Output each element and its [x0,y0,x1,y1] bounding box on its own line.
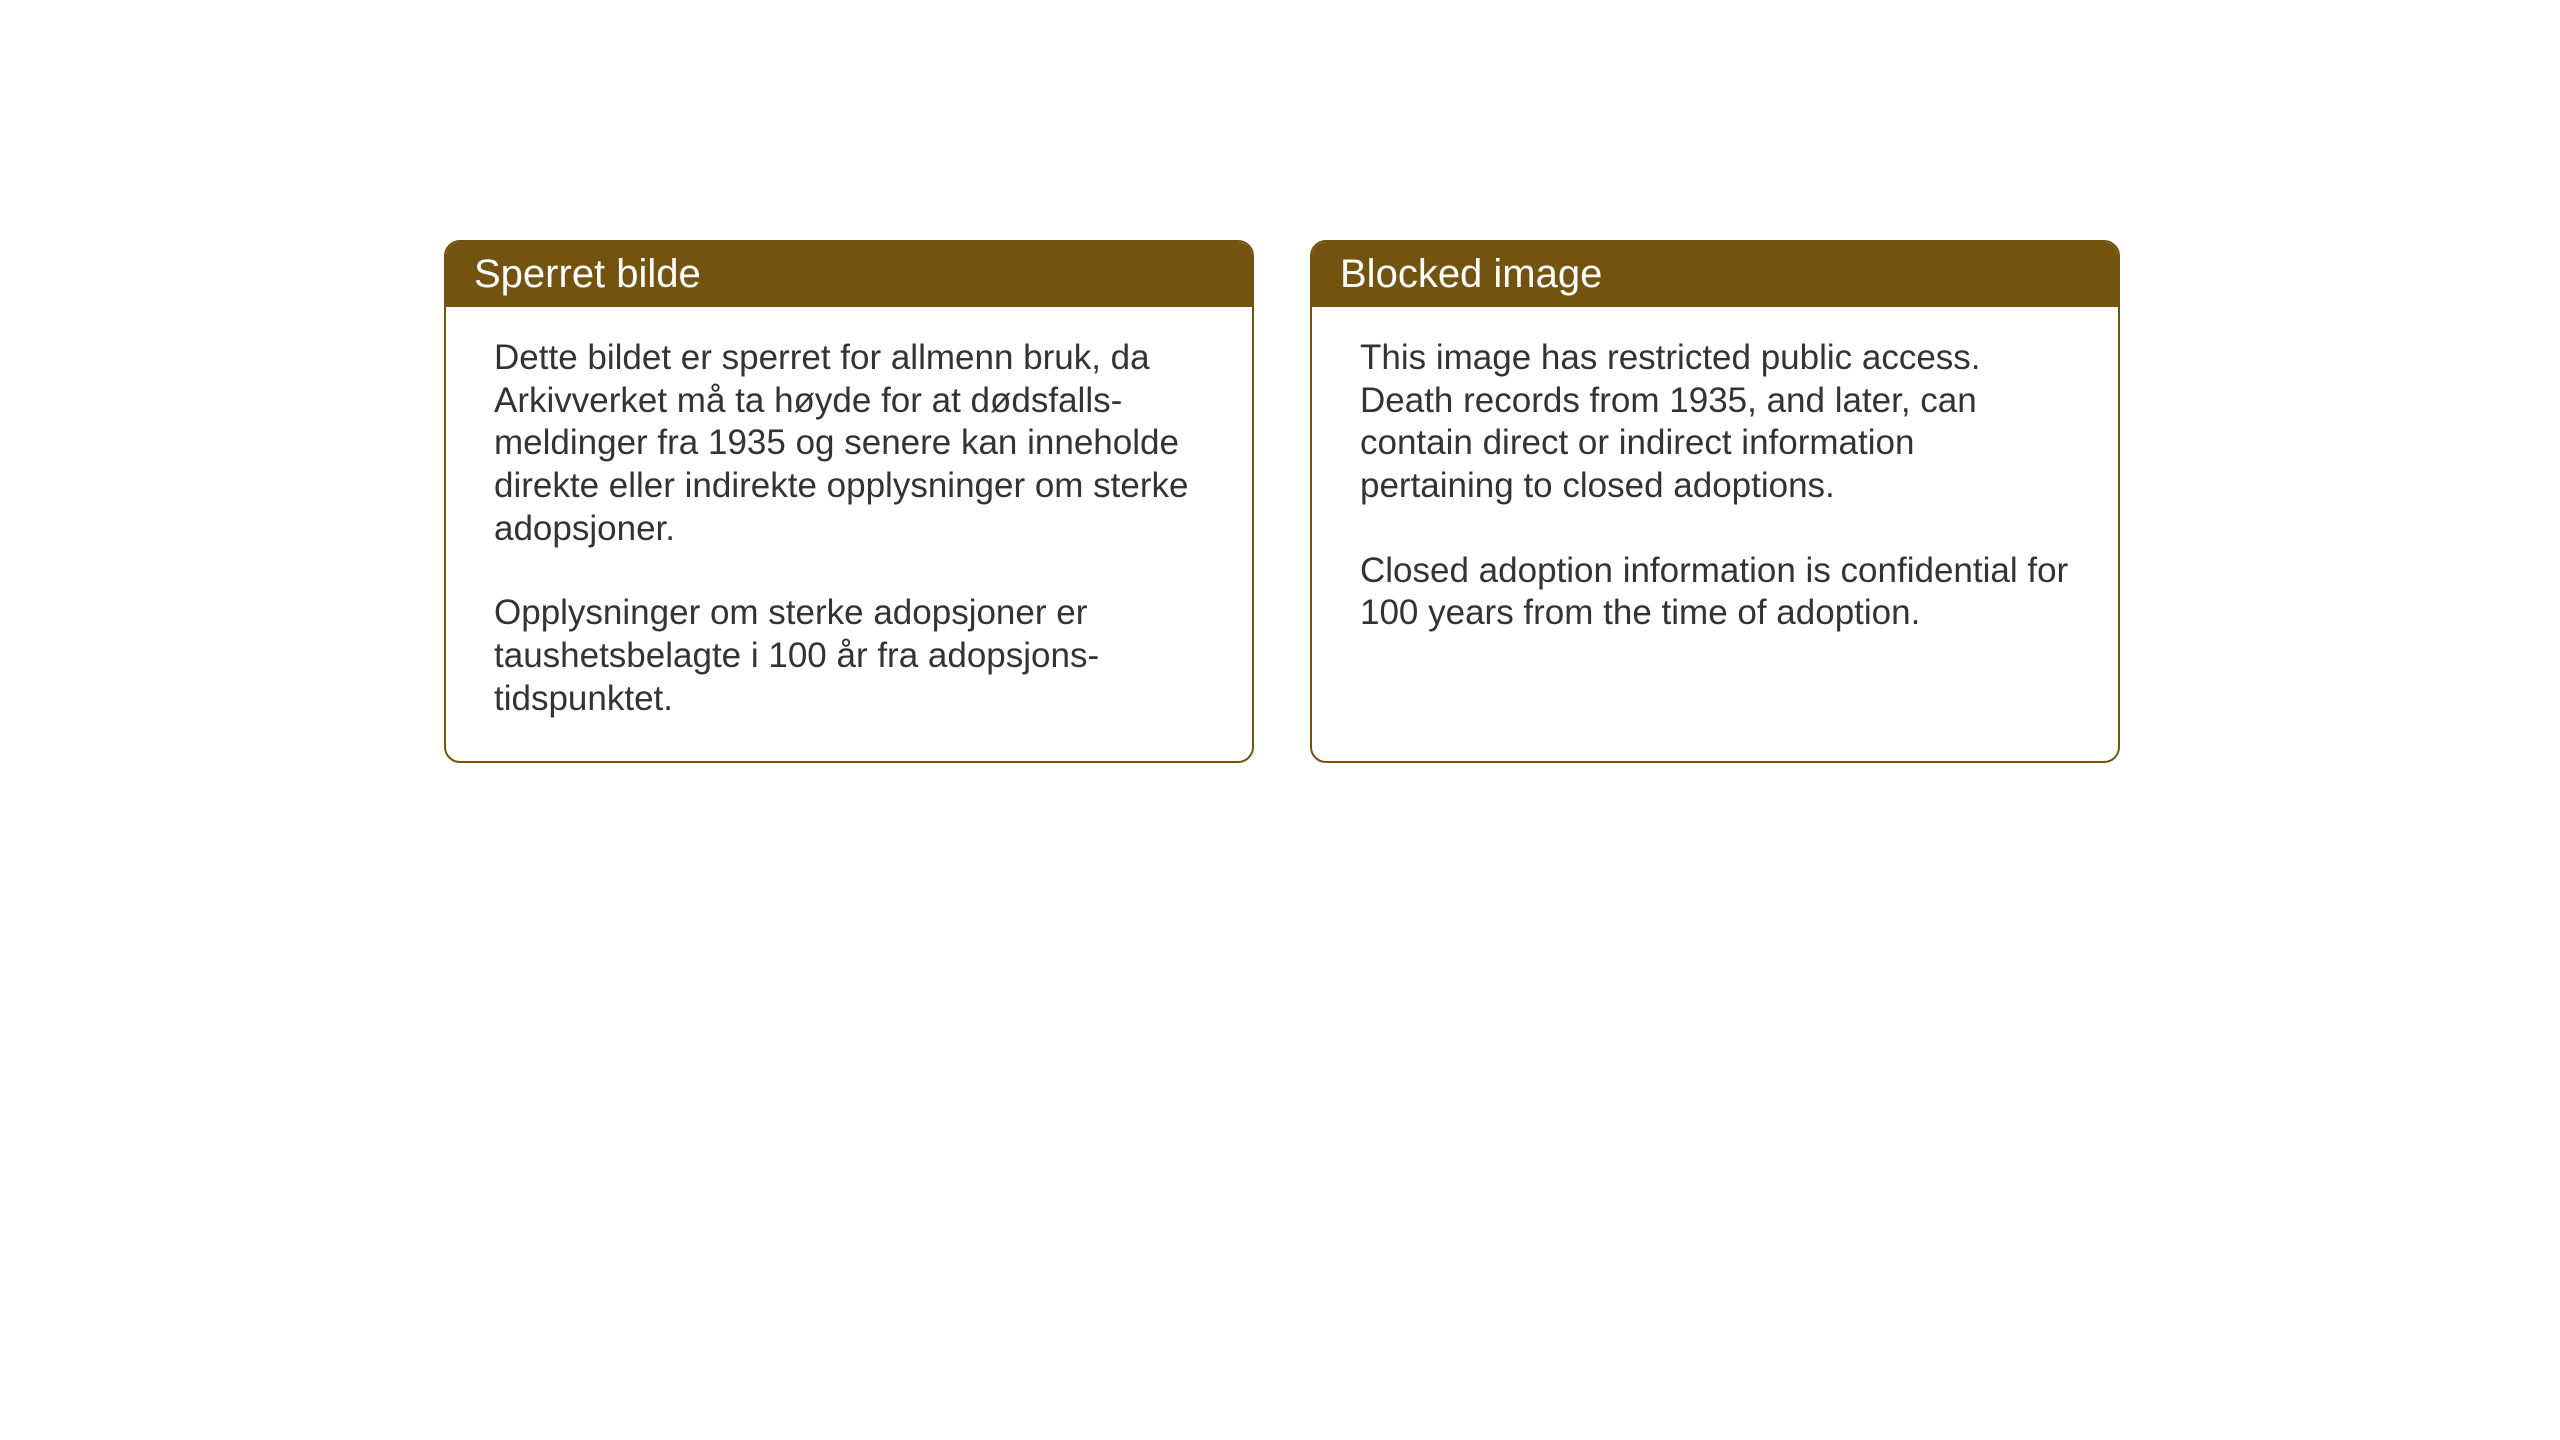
card-body-norwegian: Dette bildet er sperret for allmenn bruk… [446,307,1252,761]
notice-card-norwegian: Sperret bilde Dette bildet er sperret fo… [444,240,1254,763]
card-paragraph-1-english: This image has restricted public access.… [1360,337,2070,508]
card-title-english: Blocked image [1340,252,1602,296]
card-header-norwegian: Sperret bilde [446,242,1252,307]
card-body-english: This image has restricted public access.… [1312,307,2118,675]
notice-container: Sperret bilde Dette bildet er sperret fo… [444,240,2120,763]
notice-card-english: Blocked image This image has restricted … [1310,240,2120,763]
card-paragraph-1-norwegian: Dette bildet er sperret for allmenn bruk… [494,337,1204,550]
card-paragraph-2-english: Closed adoption information is confident… [1360,550,2070,635]
card-title-norwegian: Sperret bilde [474,252,701,296]
card-header-english: Blocked image [1312,242,2118,307]
card-paragraph-2-norwegian: Opplysninger om sterke adopsjoner er tau… [494,592,1204,720]
